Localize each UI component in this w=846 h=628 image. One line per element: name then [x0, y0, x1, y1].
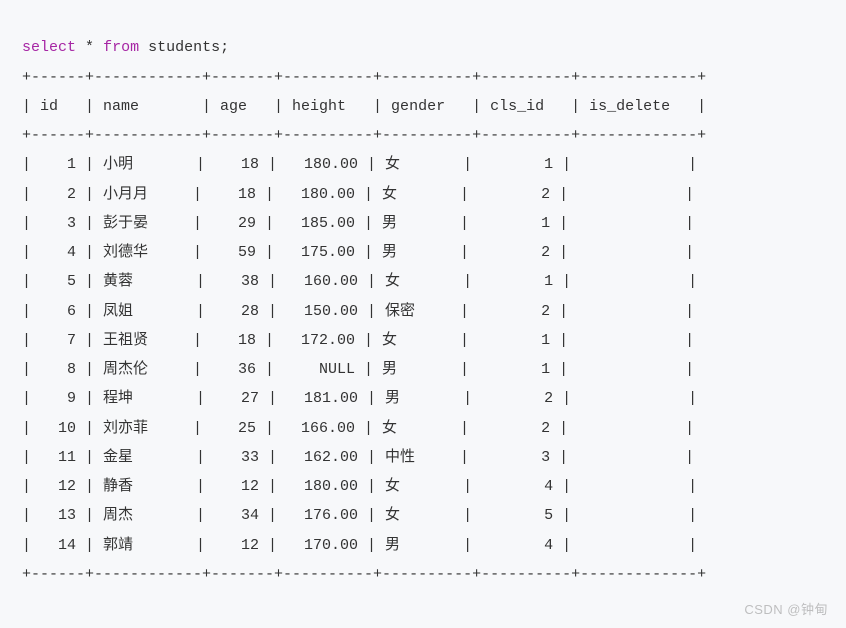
table-name: students	[148, 39, 220, 56]
watermark: CSDN @钟甸	[744, 597, 828, 622]
semicolon: ;	[220, 39, 229, 56]
query-line: select * from students;	[22, 39, 229, 56]
result-table: +------+------------+-------+----------+…	[22, 69, 706, 583]
keyword-select: select	[22, 39, 76, 56]
star: *	[85, 39, 94, 56]
keyword-from: from	[103, 39, 139, 56]
sql-output-block: select * from students; +------+--------…	[0, 0, 846, 628]
